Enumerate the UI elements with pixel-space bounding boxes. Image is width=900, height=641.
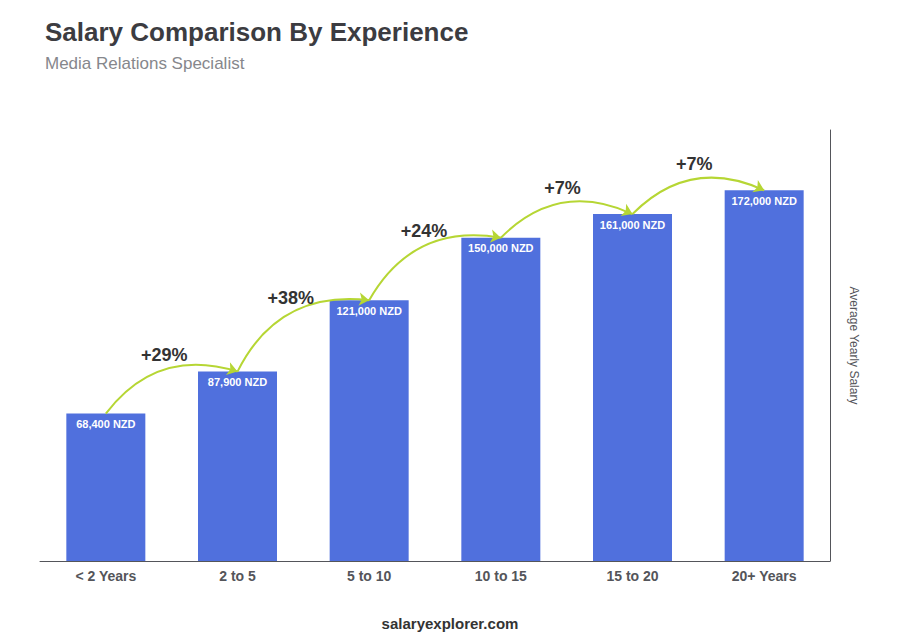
svg-text:Average Yearly Salary: Average Yearly Salary: [847, 287, 861, 405]
svg-text:20+ Years: 20+ Years: [732, 568, 797, 584]
svg-text:121,000 NZD: 121,000 NZD: [336, 305, 401, 317]
svg-text:5 to 10: 5 to 10: [347, 568, 392, 584]
svg-text:+7%: +7%: [676, 154, 713, 174]
svg-text:+29%: +29%: [141, 345, 188, 365]
svg-text:+24%: +24%: [401, 221, 448, 241]
svg-text:2 to 5: 2 to 5: [219, 568, 256, 584]
svg-text:68,400 NZD: 68,400 NZD: [76, 418, 135, 430]
svg-text:+38%: +38%: [268, 288, 315, 308]
svg-text:Salary Comparison By Experienc: Salary Comparison By Experience: [45, 17, 468, 47]
svg-text:10 to 15: 10 to 15: [475, 568, 527, 584]
svg-text:87,900 NZD: 87,900 NZD: [208, 376, 267, 388]
svg-text:Media Relations Specialist: Media Relations Specialist: [45, 54, 245, 73]
svg-text:150,000 NZD: 150,000 NZD: [468, 242, 533, 254]
svg-text:161,000 NZD: 161,000 NZD: [600, 219, 665, 231]
svg-text:< 2 Years: < 2 Years: [75, 568, 136, 584]
svg-text:salaryexplorer.com: salaryexplorer.com: [382, 615, 519, 632]
svg-text:+7%: +7%: [544, 178, 581, 198]
svg-text:172,000 NZD: 172,000 NZD: [731, 195, 796, 207]
svg-text:15 to 20: 15 to 20: [606, 568, 658, 584]
